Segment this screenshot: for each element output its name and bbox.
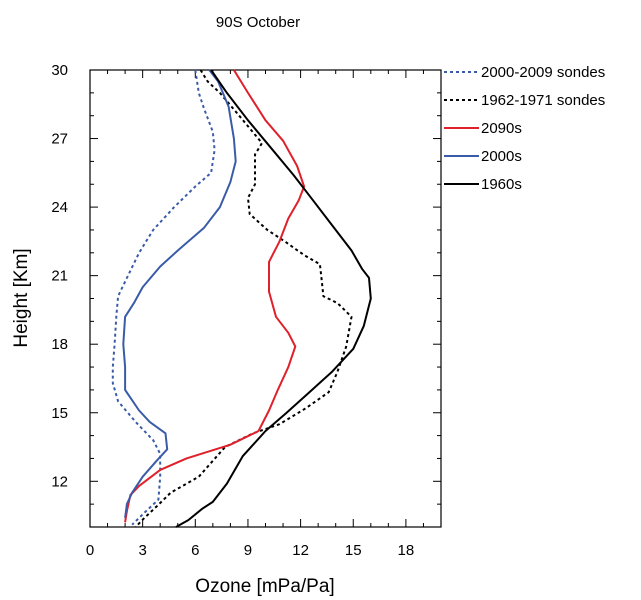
plot-frame	[89, 69, 442, 528]
x-tick-label: 3	[138, 542, 146, 559]
series-line-2000-2009-sondes	[111, 69, 216, 526]
y-tick-label: 15	[51, 405, 68, 422]
legend-label: 2000s	[481, 148, 522, 165]
series-line-1962-1971-sondes	[134, 69, 353, 528]
x-tick-label: 12	[292, 542, 309, 559]
x-tick-label: 18	[398, 542, 415, 559]
series-line-1960s	[175, 69, 372, 528]
series-line-2090s	[124, 69, 306, 523]
y-tick-label: 12	[51, 473, 68, 490]
legend-label: 2090s	[481, 120, 522, 137]
x-axis-title: Ozone [mPa/Pa]	[195, 576, 334, 597]
series-line-2000s	[122, 69, 237, 519]
x-tick-label: 6	[191, 542, 199, 559]
legend-label: 2000-2009 sondes	[481, 64, 605, 81]
series-layer	[111, 69, 372, 528]
y-tick-label: 24	[51, 199, 68, 216]
y-tick-label: 18	[51, 336, 68, 353]
legend-label: 1960s	[481, 176, 522, 193]
y-tick-label: 21	[51, 268, 68, 285]
legend-label: 1962-1971 sondes	[481, 92, 605, 109]
x-tick-label: 15	[345, 542, 362, 559]
y-tick-label: 27	[51, 131, 68, 148]
y-tick-label: 30	[51, 62, 68, 79]
axis-ticks: 0 3 6 9 12 15 18 12 15 18 21 24 27 30	[51, 62, 442, 559]
chart-title: 90S October	[216, 14, 300, 31]
x-tick-label: 9	[244, 542, 252, 559]
x-tick-label: 0	[86, 542, 94, 559]
legend: 2000-2009 sondes 1962-1971 sondes 2090s 200…	[444, 64, 605, 193]
y-axis-title: Height [Km]	[11, 248, 32, 347]
